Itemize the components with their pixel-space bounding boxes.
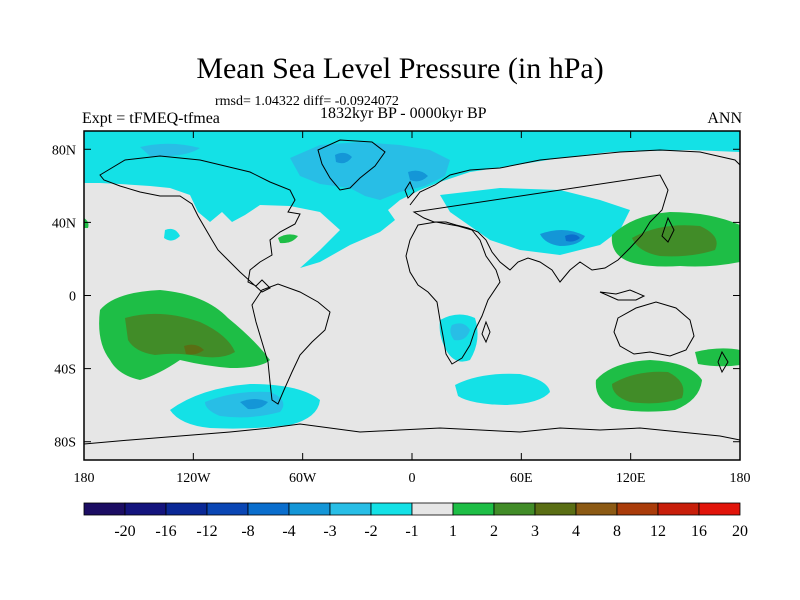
colorbar-swatch — [83, 502, 126, 516]
lon-tick-label: 120W — [176, 471, 211, 486]
west-pacific-positive-core — [632, 225, 717, 257]
lat-tick-label: 80S — [54, 436, 76, 451]
arctic-negative-region — [84, 131, 740, 268]
lat-tick-label: 40N — [52, 216, 76, 231]
colorbar-label: 20 — [732, 523, 748, 540]
colorbar-label: -12 — [196, 523, 217, 540]
mediterranean-negative-patch — [470, 203, 498, 216]
lon-tick-label: 180 — [730, 471, 751, 486]
south-atlantic-negative-region — [455, 373, 550, 405]
colorbar-label: 8 — [613, 523, 621, 540]
colorbar-swatch — [493, 502, 536, 516]
lon-tick-label: 60E — [510, 471, 533, 486]
atlantic-positive-patch — [278, 234, 298, 244]
period-label: 1832kyr BP - 0000kyr BP — [320, 105, 487, 122]
lat-tick-label: 40S — [54, 363, 76, 378]
coastlines — [84, 139, 740, 445]
madagascar-coast — [481, 320, 491, 344]
lon-tick-label: 0 — [409, 471, 416, 486]
season-label: ANN — [707, 110, 742, 127]
greenland-negative-center — [335, 152, 352, 164]
colorbar-label: -3 — [323, 523, 336, 540]
africa-coast — [405, 221, 501, 365]
antarctica-coast — [84, 423, 740, 445]
north-america-coast — [99, 155, 301, 293]
colorbar-label: -4 — [282, 523, 295, 540]
south-pacific-negative-center — [240, 399, 268, 410]
map-title: Mean Sea Level Pressure (in hPa) — [196, 52, 604, 85]
tibet-negative-region — [540, 229, 585, 246]
colorbar-swatch — [411, 502, 454, 516]
colorbar-swatch — [616, 502, 659, 516]
japan-coast — [661, 216, 675, 243]
latitude-axis: 80N 40N 0 40S 80S — [52, 143, 740, 451]
colorbar-swatch — [165, 502, 208, 516]
australia-coast — [613, 301, 695, 357]
arctic-left-core — [140, 143, 200, 157]
lon-tick-label: 120E — [616, 471, 646, 486]
colorbar-swatch — [370, 502, 413, 516]
eurasia-coast — [409, 149, 740, 283]
lat-tick-label: 80N — [52, 143, 76, 158]
lat-tick-label: 0 — [69, 290, 76, 305]
south-africa-negative-core — [450, 323, 470, 341]
colorbar-label: -16 — [155, 523, 176, 540]
new-zealand-coast — [717, 350, 729, 374]
colorbar-label: 3 — [531, 523, 539, 540]
lon-tick-label: 60W — [289, 471, 317, 486]
longitude-axis: 180 120W 60W 0 60E 120E 180 — [74, 131, 751, 486]
colorbar-label: 12 — [650, 523, 666, 540]
pacific-negative-patch — [164, 228, 180, 241]
colorbar-label: -1 — [405, 523, 418, 540]
south-pacific-positive-core — [125, 313, 235, 358]
indonesia-coast — [599, 289, 646, 301]
colorbar-label: -8 — [241, 523, 254, 540]
colorbar-label: -20 — [114, 523, 135, 540]
greenland-coast — [317, 139, 386, 191]
colorbar-swatch — [657, 502, 700, 516]
colorbar-swatch — [452, 502, 495, 516]
tibet-negative-core — [565, 234, 580, 242]
colorbar-swatch — [534, 502, 577, 516]
lon-tick-label: 180 — [74, 471, 95, 486]
south-america-coast — [251, 283, 331, 405]
colorbar-label: 4 — [572, 523, 580, 540]
colorbar-swatch — [329, 502, 372, 516]
colorbar-swatch — [247, 502, 290, 516]
colorbar-label: -2 — [364, 523, 377, 540]
left-edge-positive-patch — [84, 218, 89, 228]
colorbar-swatch — [698, 502, 741, 516]
colorbar-label: 2 — [490, 523, 498, 540]
map-plot-area — [84, 131, 740, 460]
atlantic-negative-center — [408, 170, 428, 182]
new-zealand-positive-patch — [695, 348, 740, 367]
colorbar-swatch — [124, 502, 167, 516]
colorbar-swatch — [206, 502, 249, 516]
colorbar: -20 -16 -12 -8 -4 -3 -2 -1 1 2 3 4 8 12 16 20 — [83, 502, 748, 540]
british-isles-coast — [404, 180, 415, 199]
indian-ocean-positive-core — [612, 371, 684, 404]
colorbar-swatch — [288, 502, 331, 516]
colorbar-swatch — [575, 502, 618, 516]
colorbar-label: 16 — [691, 523, 707, 540]
greenland-negative-core — [290, 142, 450, 200]
experiment-label: Expt = tFMEQ-tfmea — [82, 110, 220, 127]
south-pacific-positive-center — [184, 344, 204, 355]
stats-label: rmsd= 1.04322 diff= -0.0924072 — [215, 94, 399, 109]
colorbar-label: 1 — [449, 523, 457, 540]
